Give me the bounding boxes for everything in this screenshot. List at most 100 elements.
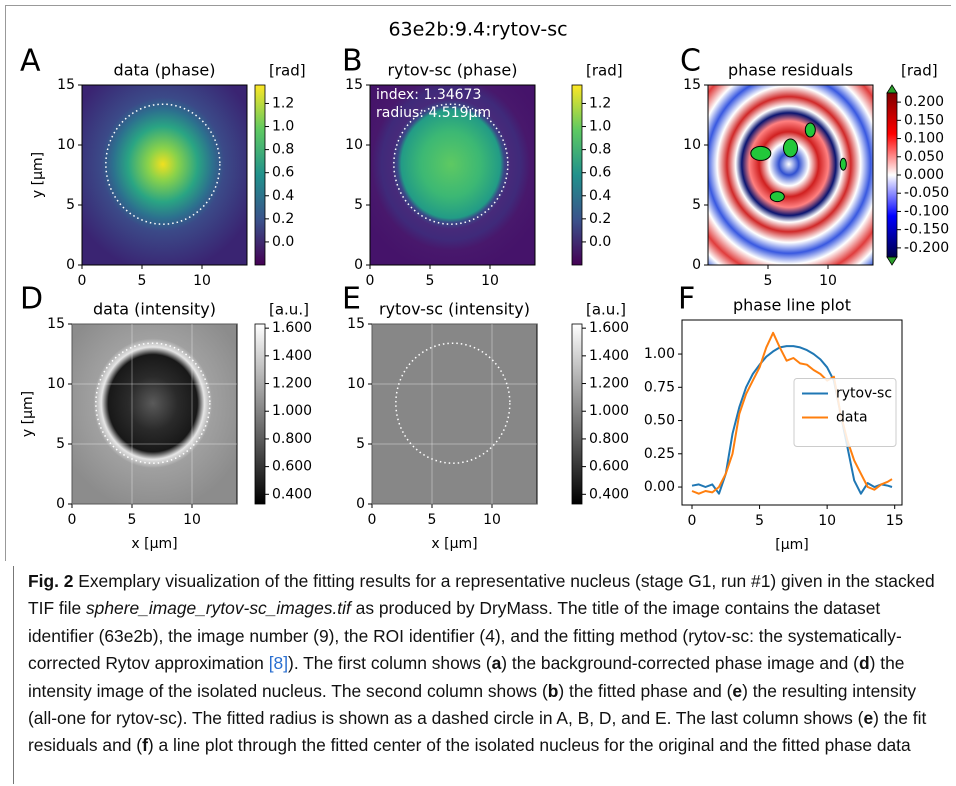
fit-circle bbox=[395, 342, 511, 464]
colorbar bbox=[254, 84, 266, 266]
y-tick-label: 15 bbox=[683, 77, 701, 93]
y-tick-label: 5 bbox=[354, 197, 363, 213]
residual-spot bbox=[839, 157, 847, 171]
caption-text: ) the fit residuals and ( bbox=[28, 708, 927, 756]
y-axis-label: y [µm] bbox=[20, 391, 36, 437]
y-tick-label: 0.00 bbox=[644, 479, 675, 495]
x-tick-label: 0 bbox=[368, 512, 377, 528]
x-axis-label: [µm] bbox=[775, 537, 808, 553]
panel-letter: A bbox=[20, 44, 41, 79]
colorbar-tick-label: 0.8 bbox=[272, 142, 294, 158]
y-tick-label: 0 bbox=[66, 257, 75, 273]
residual-spot bbox=[750, 145, 772, 161]
colorbar-tick-label: 1.000 bbox=[272, 403, 312, 419]
colorbar-tick-label: 1.2 bbox=[589, 95, 611, 111]
y-tick-label: 0 bbox=[56, 496, 65, 512]
colorbar-tick-label: 0.400 bbox=[272, 486, 312, 502]
y-tick-label: 15 bbox=[57, 77, 75, 93]
legend-label: data bbox=[836, 410, 868, 426]
legend bbox=[793, 378, 897, 447]
y-tick-label: 0 bbox=[692, 257, 701, 273]
x-tick-label: 0 bbox=[366, 273, 375, 289]
y-tick-label: 5 bbox=[56, 436, 65, 452]
y-tick-label: 10 bbox=[683, 137, 701, 153]
x-axis-label: x [µm] bbox=[431, 536, 477, 552]
caption-text: ) the fitted phase and ( bbox=[558, 680, 733, 701]
colorbar-tick-label: 0.0 bbox=[272, 234, 294, 250]
caption-letter: e bbox=[863, 708, 874, 729]
colorbar-tick-label: 0.2 bbox=[589, 211, 611, 227]
caption-text: ) the resulting intensity (all-one for r… bbox=[28, 680, 917, 729]
x-tick-label: 0 bbox=[68, 512, 77, 528]
annotation: index: 1.34673 bbox=[376, 87, 481, 103]
y-tick-label: 15 bbox=[347, 316, 365, 332]
image-frame bbox=[369, 84, 536, 266]
caption-label: Fig. 2 bbox=[28, 571, 74, 591]
colorbar-extend bbox=[886, 256, 898, 266]
colorbar bbox=[886, 92, 898, 258]
caption-letter: d bbox=[858, 653, 870, 674]
colorbar-tick-label: -0.150 bbox=[904, 222, 949, 238]
colorbar-tick-label: 0.600 bbox=[589, 459, 629, 475]
x-tick-label: 0 bbox=[688, 513, 697, 529]
x-tick-label: 5 bbox=[764, 273, 773, 289]
caption-ref[interactable]: [8] bbox=[268, 653, 289, 674]
colorbar-tick-label: 0.200 bbox=[904, 94, 944, 110]
caption-letter: a bbox=[491, 653, 502, 674]
y-axis-label: y [µm] bbox=[30, 152, 46, 198]
panel-letter: E bbox=[342, 282, 361, 317]
colorbar-tick-label: 0.2 bbox=[272, 211, 294, 227]
caption-bar bbox=[13, 566, 14, 784]
colorbar-tick-label: 0.8 bbox=[589, 142, 611, 158]
y-tick-label: 1.00 bbox=[644, 346, 675, 362]
x-tick-label: 10 bbox=[483, 512, 501, 528]
colorbar-tick-label: 0.800 bbox=[589, 431, 629, 447]
colorbar-tick-label: 0.4 bbox=[589, 188, 611, 204]
panel-letter: D bbox=[20, 282, 43, 317]
y-tick-label: 10 bbox=[57, 137, 75, 153]
y-tick-label: 10 bbox=[47, 376, 65, 392]
caption-letter: b bbox=[547, 680, 559, 701]
figure: 63e2b:9.4:rytov-sc A 0 5 10 0 5 10 15 y [µm] data… bbox=[20, 19, 949, 554]
colorbar-tick-label: 0.800 bbox=[272, 431, 312, 447]
colorbar-label: [rad] bbox=[269, 62, 306, 80]
caption-text: as produced by DryMass. The title of the… bbox=[28, 598, 902, 674]
caption: Fig. 2 Exemplary visualization of the fi… bbox=[28, 568, 940, 760]
colorbar-tick-label: 0.400 bbox=[589, 486, 629, 502]
fit-circle bbox=[393, 103, 509, 225]
colorbar-tick-label: 0.4 bbox=[272, 188, 294, 204]
x-tick-label: 15 bbox=[886, 513, 904, 529]
colorbar-tick-label: 1.400 bbox=[272, 348, 312, 364]
legend-label: rytov-sc bbox=[836, 386, 892, 402]
colorbar-tick-label: 0.000 bbox=[904, 167, 944, 183]
plot-frame bbox=[681, 319, 903, 506]
colorbar-tick-label: -0.200 bbox=[904, 240, 949, 256]
colorbar-tick-label: 0.050 bbox=[904, 149, 944, 165]
colorbar-tick-label: 0.150 bbox=[904, 112, 944, 128]
image-frame bbox=[71, 323, 238, 505]
series-line bbox=[691, 331, 893, 495]
y-tick-label: 0.75 bbox=[644, 379, 675, 395]
x-tick-label: 5 bbox=[128, 512, 137, 528]
colorbar-tick-label: 0.6 bbox=[272, 165, 294, 181]
x-tick-label: 5 bbox=[428, 512, 437, 528]
caption-text: ) a line plot through the fitted center … bbox=[147, 735, 911, 756]
y-tick-label: 0.50 bbox=[644, 413, 675, 429]
colorbar-tick-label: 0.100 bbox=[904, 131, 944, 147]
caption-text: Exemplary visualization of the fitting r… bbox=[28, 571, 935, 619]
colorbar-tick-label: 1.200 bbox=[272, 376, 312, 392]
colorbar-tick-label: 1.200 bbox=[589, 376, 629, 392]
colorbar-tick-label: 1.600 bbox=[272, 320, 312, 336]
colorbar-extend bbox=[886, 84, 898, 94]
image bbox=[370, 85, 535, 265]
caption-letter: e bbox=[732, 680, 743, 701]
x-tick-label: 10 bbox=[481, 273, 499, 289]
colorbar bbox=[254, 323, 266, 505]
image-frame bbox=[371, 323, 538, 505]
y-tick-label: 0.25 bbox=[644, 446, 675, 462]
image bbox=[82, 85, 247, 265]
figure-title: 63e2b:9.4:rytov-sc bbox=[388, 19, 567, 41]
colorbar-label: [rad] bbox=[901, 62, 938, 80]
x-tick-label: 5 bbox=[138, 273, 147, 289]
